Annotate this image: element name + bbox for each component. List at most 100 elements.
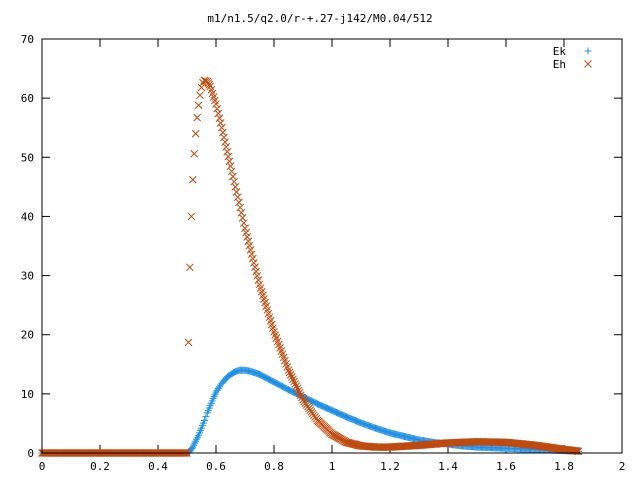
data-point [253, 271, 262, 280]
data-point [186, 263, 194, 272]
data-point [231, 183, 240, 191]
legend-label: Eh [553, 58, 566, 71]
x-tick-label: 2 [619, 460, 626, 473]
data-point [238, 214, 247, 222]
data-point [223, 147, 232, 156]
x-tick-label: 0.2 [90, 460, 110, 473]
data-point [202, 413, 210, 421]
data-point [285, 368, 294, 377]
y-tick-label: 0 [27, 447, 34, 460]
data-point [244, 237, 253, 246]
data-point [215, 114, 224, 123]
y-tick-label: 70 [21, 33, 34, 46]
y-tick-label: 10 [21, 388, 34, 401]
y-tick-label: 50 [21, 151, 34, 164]
x-tick-label: 1 [329, 460, 336, 473]
data-point [296, 391, 305, 400]
x-tick-label: 1.2 [380, 460, 400, 473]
data-point [291, 379, 300, 388]
data-point [227, 167, 236, 176]
data-point [287, 373, 296, 381]
y-axis: 0 10 20 30 40 50 60 70 [21, 33, 622, 460]
data-point [214, 109, 223, 118]
x-tick-label: 0.4 [148, 460, 168, 473]
data-point [242, 228, 250, 237]
data-point [230, 177, 238, 186]
y-tick-label: 60 [21, 92, 34, 105]
legend-marker-plus [584, 47, 592, 55]
data-point [239, 219, 248, 227]
data-point [188, 175, 197, 184]
data-point [197, 83, 206, 92]
data-point [187, 212, 196, 221]
data-point [247, 250, 256, 259]
data-point [215, 383, 223, 391]
data-point [293, 384, 302, 393]
x-tick-label: 1.4 [438, 460, 458, 473]
data-point [241, 224, 249, 233]
data-point [222, 143, 231, 151]
data-point [220, 133, 228, 142]
data-point [243, 233, 252, 241]
data-point [224, 152, 233, 161]
data-point [284, 366, 293, 375]
data-point [574, 447, 583, 456]
data-point [200, 416, 208, 424]
data-point [217, 123, 226, 132]
data-point [246, 246, 255, 254]
data-point [221, 138, 229, 146]
data-point [193, 113, 202, 122]
data-point [252, 267, 261, 276]
x-tick-label: 1.8 [554, 460, 574, 473]
x-axis: 0 0.2 0.4 0.6 0.8 1 1.2 1.4 1.6 1.8 2 [39, 39, 626, 473]
data-point [191, 129, 200, 138]
data-point [251, 263, 259, 272]
data-point [286, 370, 295, 379]
data-point [289, 375, 297, 384]
chart-title: m1/n1.5/q2.0/r-+.27-j142/M0.04/512 [207, 12, 432, 25]
data-point [232, 188, 241, 196]
data-point [250, 258, 258, 267]
data-point [235, 198, 243, 207]
data-point [213, 104, 222, 113]
legend-label: Ek [553, 45, 567, 58]
data-point [214, 385, 222, 393]
legend-marker-cross [584, 60, 592, 68]
data-point [225, 157, 234, 166]
plot-area [38, 76, 583, 457]
data-point [294, 386, 303, 395]
data-point [245, 241, 254, 250]
legend-marker [584, 47, 592, 55]
data-point [290, 377, 298, 386]
data-point [190, 149, 199, 158]
data-point [236, 203, 245, 212]
data-point [219, 128, 227, 137]
data-point [184, 338, 193, 347]
data-point [237, 208, 246, 217]
data-point [213, 386, 221, 394]
x-tick-label: 1.6 [496, 460, 516, 473]
data-point [212, 388, 220, 396]
y-tick-label: 40 [21, 210, 34, 223]
data-point [292, 382, 301, 390]
legend-marker [584, 60, 592, 68]
data-point [226, 162, 235, 171]
data-point [216, 119, 225, 127]
data-point [229, 172, 237, 181]
data-point [295, 389, 304, 397]
data-point [196, 91, 204, 100]
data-point [254, 276, 263, 284]
data-point [248, 254, 257, 263]
x-tick-label: 0 [39, 460, 46, 473]
data-point [233, 193, 242, 202]
plot-frame [41, 38, 623, 454]
y-tick-label: 30 [21, 270, 34, 283]
data-point [194, 101, 203, 110]
x-tick-label: 0.8 [264, 460, 284, 473]
data-point [298, 393, 306, 402]
y-tick-label: 20 [21, 329, 34, 342]
data-point [212, 100, 220, 108]
x-tick-label: 0.6 [206, 460, 226, 473]
